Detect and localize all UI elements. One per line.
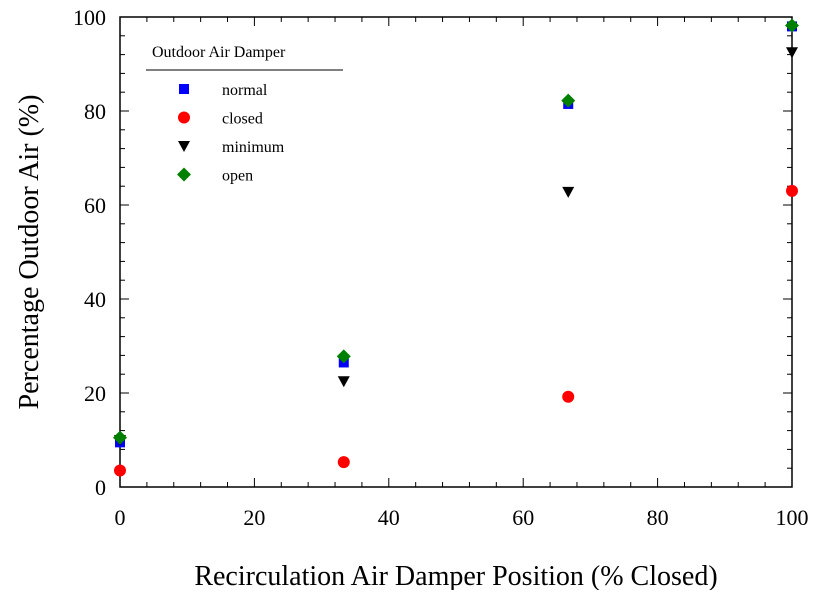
legend-label: closed — [222, 111, 263, 128]
y-tick-label: 80 — [84, 99, 106, 124]
marker — [562, 390, 575, 403]
x-tick-label: 100 — [776, 505, 809, 530]
legend-label: open — [222, 168, 253, 185]
plot-frame — [119, 16, 793, 488]
marker — [336, 349, 351, 364]
marker — [785, 18, 799, 33]
x-tick-label: 0 — [115, 505, 126, 530]
y-tick-label: 100 — [73, 5, 106, 30]
marker — [561, 93, 576, 108]
legend-label: minimum — [222, 139, 285, 156]
x-tick-label: 40 — [378, 505, 400, 530]
marker — [786, 47, 798, 59]
y-axis-label: Percentage Outdoor Air (%) — [14, 95, 45, 410]
marker — [113, 430, 127, 445]
marker — [179, 84, 189, 94]
x-tick-label: 20 — [243, 505, 265, 530]
legend-title: Outdoor Air Damper — [152, 44, 286, 61]
y-tick-label: 20 — [84, 381, 106, 406]
legend-label: normal — [222, 82, 268, 99]
y-tick-label: 0 — [95, 475, 106, 500]
marker — [177, 167, 191, 182]
y-tick-label: 60 — [84, 193, 106, 218]
marker — [178, 111, 190, 124]
marker — [114, 464, 126, 477]
x-axis-label: Recirculation Air Damper Position (% Clo… — [194, 561, 717, 590]
y-tick-label: 40 — [84, 287, 106, 312]
x-tick-label: 60 — [512, 505, 534, 530]
x-tick-label: 80 — [647, 505, 669, 530]
marker — [786, 184, 798, 197]
marker — [337, 376, 350, 388]
marker — [562, 186, 575, 198]
marker — [337, 456, 350, 469]
marker — [178, 141, 190, 152]
